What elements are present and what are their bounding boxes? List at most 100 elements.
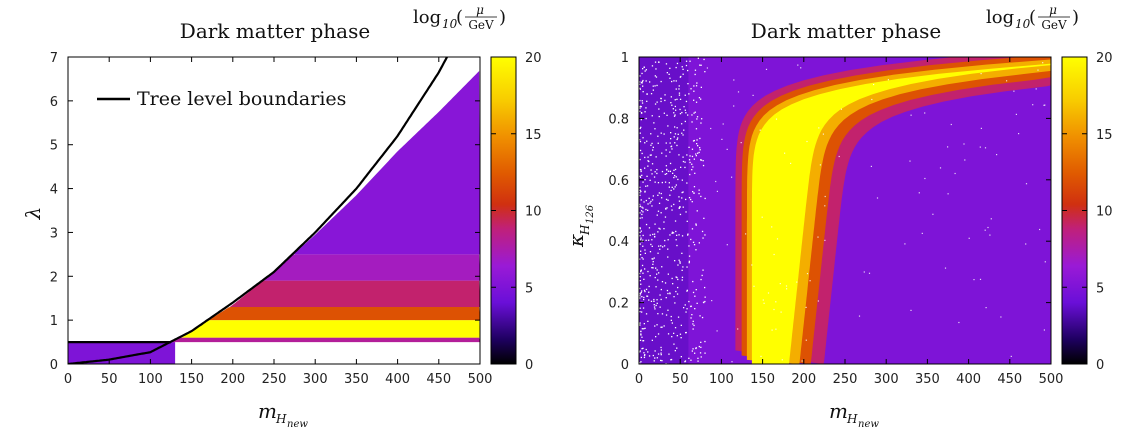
- colorbar-tick-label: 20: [1096, 51, 1113, 66]
- x-tick-label: 400: [385, 372, 410, 387]
- noise-dot: [779, 283, 781, 285]
- noise-dot: [675, 290, 677, 293]
- noise-dot: [687, 69, 689, 72]
- noise-dot: [691, 314, 693, 316]
- noise-dot: [692, 348, 694, 350]
- noise-dot: [643, 201, 645, 203]
- noise-dot: [639, 149, 642, 152]
- noise-dot: [910, 309, 912, 311]
- noise-dot: [639, 351, 641, 353]
- noise-dot: [655, 304, 657, 307]
- noise-dot: [654, 128, 656, 130]
- noise-dot: [653, 304, 655, 306]
- right-xlabel-sub: H: [846, 412, 858, 426]
- noise-dot: [686, 289, 688, 291]
- x-tick-label: 150: [750, 372, 775, 387]
- noise-dot: [678, 207, 680, 209]
- noise-dot: [678, 88, 680, 90]
- noise-dot: [703, 58, 705, 61]
- noise-dot: [669, 170, 671, 172]
- noise-dot: [652, 89, 654, 91]
- noise-dot: [679, 261, 681, 263]
- noise-dot: [639, 189, 641, 191]
- noise-dot: [651, 163, 654, 165]
- noise-dot: [642, 258, 644, 260]
- noise-dot: [699, 147, 701, 149]
- noise-dot: [674, 142, 676, 144]
- noise-dot: [667, 273, 669, 275]
- noise-dot: [652, 233, 654, 236]
- noise-dot: [698, 189, 700, 191]
- noise-dot: [685, 311, 687, 313]
- noise-dot: [640, 106, 642, 108]
- noise-dot: [685, 112, 687, 114]
- noise-dot: [838, 155, 840, 158]
- noise-dot: [669, 77, 671, 79]
- noise-dot: [641, 290, 643, 292]
- noise-dot: [704, 340, 706, 343]
- noise-dot: [684, 161, 686, 163]
- noise-dot: [958, 321, 960, 324]
- noise-dot: [692, 323, 694, 325]
- noise-dot: [649, 202, 651, 204]
- colorbar-tick-label: 0: [1096, 358, 1104, 373]
- noise-dot: [677, 178, 679, 181]
- noise-dot: [640, 330, 642, 333]
- noise-dot: [716, 330, 718, 332]
- noise-dot: [1039, 228, 1041, 231]
- noise-dot: [700, 122, 702, 124]
- noise-dot: [677, 133, 679, 135]
- noise-dot: [688, 245, 690, 247]
- noise-dot: [679, 113, 682, 115]
- right-cb-close: ): [1072, 7, 1079, 28]
- noise-dot: [639, 294, 641, 296]
- noise-dot: [688, 197, 691, 199]
- noise-dot: [639, 287, 641, 290]
- noise-dot: [665, 142, 667, 144]
- noise-dot: [698, 242, 700, 244]
- noise-dot: [987, 226, 989, 229]
- noise-dot: [673, 80, 675, 82]
- noise-dot: [666, 289, 669, 292]
- noise-dot: [658, 108, 660, 110]
- noise-dot: [639, 132, 641, 134]
- left-colorbar: 0 5 10 15 20 log 10 ( μ GeV ): [413, 3, 542, 373]
- noise-dot: [721, 138, 723, 140]
- noise-dot: [654, 350, 656, 352]
- noise-dot: [646, 175, 648, 177]
- noise-dot: [722, 123, 724, 125]
- noise-dot: [640, 283, 642, 285]
- noise-dot: [703, 301, 705, 304]
- noise-dot: [1043, 104, 1045, 106]
- noise-dot: [648, 291, 650, 293]
- noise-dot: [650, 200, 652, 203]
- noise-dot: [669, 151, 671, 153]
- x-tick-label: 400: [956, 372, 981, 387]
- noise-dot: [980, 127, 982, 129]
- noise-dot: [681, 276, 684, 278]
- noise-dot: [669, 194, 671, 196]
- noise-dot: [655, 156, 657, 158]
- noise-dot: [639, 88, 641, 90]
- noise-dot: [989, 234, 991, 236]
- noise-dot: [700, 64, 702, 66]
- noise-dot: [651, 245, 653, 247]
- noise-dot: [678, 154, 680, 156]
- noise-dot: [671, 232, 673, 234]
- noise-dot: [657, 135, 659, 137]
- noise-dot: [639, 292, 641, 295]
- noise-dot: [644, 179, 646, 181]
- noise-dot: [642, 307, 645, 309]
- noise-dot: [639, 272, 641, 275]
- noise-dot: [655, 68, 657, 70]
- noise-dot: [676, 335, 678, 337]
- x-tick-label: 350: [915, 372, 940, 387]
- noise-dot: [647, 156, 649, 158]
- noise-dot: [639, 307, 641, 309]
- x-tick-label: 300: [874, 372, 899, 387]
- colorbar-tick-label: 5: [1096, 281, 1104, 296]
- y-tick-label: 0: [621, 358, 629, 373]
- noise-dot: [640, 237, 642, 239]
- noise-dot: [694, 308, 696, 310]
- noise-dot: [698, 192, 700, 195]
